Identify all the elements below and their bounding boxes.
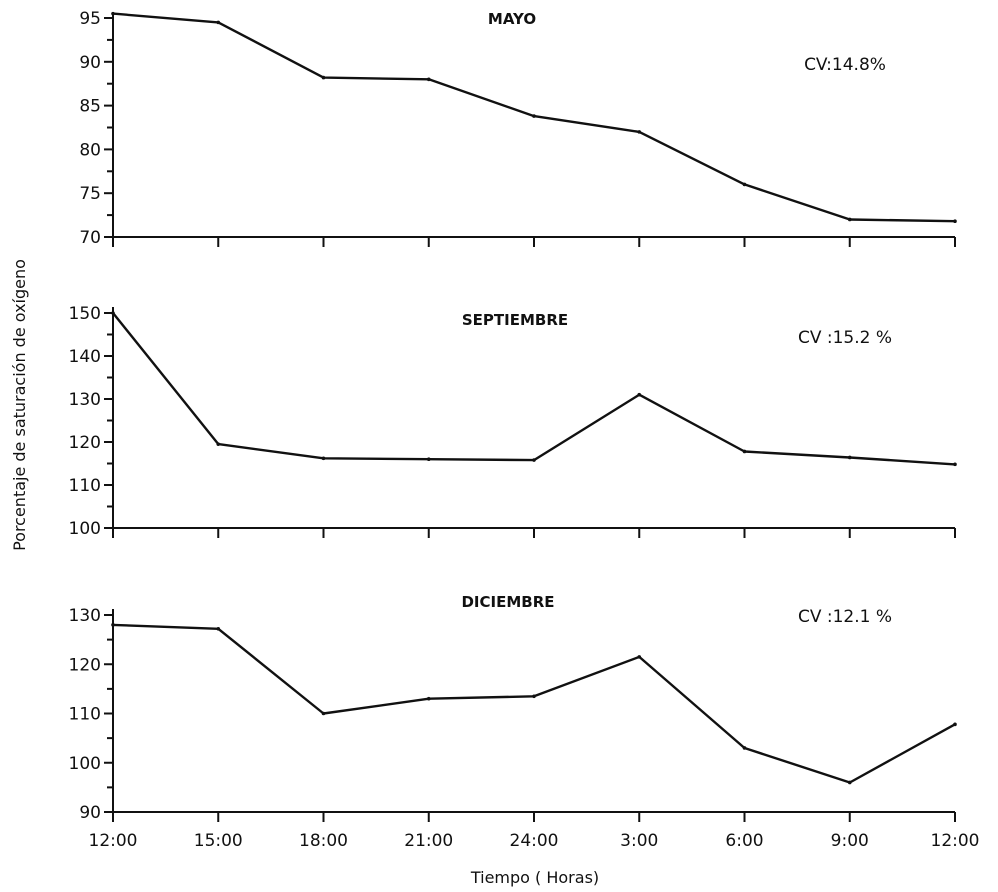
data-point [637,130,642,134]
data-point [111,623,115,627]
panel-diciembre: 90 100 110 120 130 DICIEMBRE CV :12.1 % [69,593,957,823]
y-tick-label: 100 [69,754,101,774]
data-point [216,442,221,446]
data-point [637,392,642,397]
data-point [111,311,115,315]
panel-septiembre: 100 110 120 130 140 150 SEPTIEMBRE CV :15.2 % [69,304,957,539]
y-tick-label: 130 [69,390,101,410]
y-tick-label: 70 [79,228,101,248]
panel-title: MAYO [488,10,536,28]
data-point [742,746,747,750]
x-tick-label: 18:00 [299,831,348,851]
y-tick-label: 90 [79,53,101,73]
y-tick-label: 130 [69,606,101,626]
y-tick-label: 75 [79,184,101,204]
panel-title: SEPTIEMBRE [462,311,568,329]
data-point [742,182,747,187]
y-tick-label: 150 [69,304,101,324]
y-tick-label: 80 [79,140,101,160]
x-tick-label: 21:00 [404,831,453,851]
y-axis-title: Porcentaje de saturación de oxígeno [10,259,29,551]
y-tick-label: 95 [79,9,101,29]
data-point [953,462,957,467]
x-tick-label: 24:00 [510,831,559,851]
x-tick-label: 9:00 [831,831,869,851]
data-point [742,449,747,454]
y-tick-label: 140 [69,347,101,367]
data-point [216,20,221,25]
x-axis-title: Tiempo ( Horas) [470,868,599,887]
data-point [111,11,115,16]
data-point [426,77,431,82]
data-point [321,711,326,716]
series-line [112,623,956,784]
cv-annotation: CV :15.2 % [798,328,892,348]
data-point [426,696,431,701]
y-tick-label: 110 [69,476,101,496]
data-point [532,694,536,699]
x-axis-ticks: 12:00 15:00 18:00 21:00 24:00 3:00 6:00 9:00 12:… [89,831,980,851]
panel-title: DICIEMBRE [461,593,554,611]
data-point [426,457,431,462]
data-point [321,456,326,461]
data-point [953,219,957,224]
cv-annotation: CV:14.8% [804,55,886,75]
x-tick-label: 12:00 [89,831,138,851]
data-point [847,455,852,460]
data-point [637,655,642,659]
x-tick-label: 6:00 [725,831,763,851]
y-tick-label: 90 [79,803,101,823]
data-point [532,458,536,462]
data-point [847,780,852,785]
y-tick-label: 120 [69,655,101,675]
x-tick-label: 15:00 [194,831,243,851]
data-point [953,722,957,727]
data-point [532,114,536,118]
cv-annotation: CV :12.1 % [798,607,892,627]
x-tick-label: 12:00 [931,831,980,851]
panel-mayo: 70 75 80 85 90 95 MAYO CV:14.8% [79,9,957,248]
x-tick-label: 3:00 [620,831,658,851]
y-tick-label: 120 [69,433,101,453]
data-point [847,217,852,222]
y-tick-label: 110 [69,705,101,725]
y-tick-label: 85 [79,97,101,117]
y-tick-label: 100 [69,519,101,539]
data-point [321,75,326,80]
data-point [216,626,221,631]
